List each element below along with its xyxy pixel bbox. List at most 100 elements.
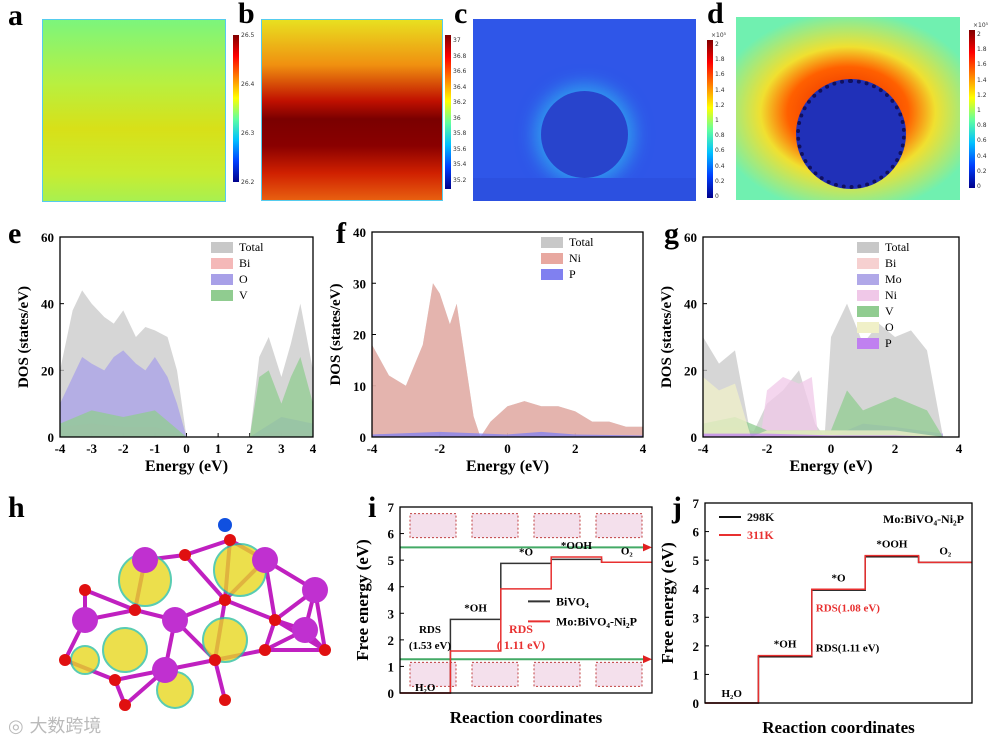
y-tick-label: 40 — [353, 225, 366, 240]
rds-annotation: RDS — [509, 622, 533, 636]
structure-snapshot — [409, 661, 457, 687]
legend-label: P — [569, 267, 576, 281]
colorbar-tick: 35.4 — [453, 161, 467, 169]
bond — [84, 588, 136, 612]
arrow-head-icon — [643, 543, 652, 552]
step-label: *OOH — [561, 540, 593, 552]
x-tick-label: -2 — [762, 441, 773, 456]
colorbar-tick: 26.3 — [241, 130, 255, 137]
adsorbate-atom — [218, 518, 232, 532]
oxygen-atom — [79, 584, 91, 596]
y-tick-label: 60 — [684, 230, 697, 245]
x-tick-label: 2 — [247, 441, 254, 456]
legend-label: V — [885, 304, 894, 318]
x-tick-label: 3 — [278, 441, 285, 456]
x-tick-label: -3 — [86, 441, 97, 456]
legend-label: BiVO₄ — [556, 594, 589, 608]
bond — [184, 538, 231, 557]
legend-swatch — [211, 290, 233, 301]
oxygen-atom — [179, 549, 191, 561]
structure-snapshot — [533, 513, 581, 539]
bond — [224, 598, 276, 622]
oxygen-atom — [109, 674, 121, 686]
x-axis-label: Reaction coordinates — [762, 718, 915, 737]
colorbar-tick: 1.2 — [715, 101, 725, 109]
colorbar-tick: 0.2 — [977, 167, 987, 175]
colorbar-tick: 1.4 — [977, 76, 987, 84]
legend-label: Bi — [885, 256, 897, 270]
watermark-text: 大数跨境 — [29, 716, 102, 737]
y-tick-label: 20 — [684, 363, 697, 378]
y-axis-label: DOS (states/eV) — [328, 283, 344, 385]
oxygen-atom — [219, 694, 231, 706]
legend-swatch — [541, 253, 563, 264]
colorbar-tick: 26.5 — [241, 32, 255, 39]
plot-frame — [399, 506, 653, 694]
structure-snapshot — [471, 513, 519, 539]
dos-area-p — [703, 433, 943, 437]
colorbar-tick: 36.6 — [453, 68, 467, 76]
panel-label-e: e — [8, 217, 22, 250]
y-tick-label: 3 — [388, 606, 395, 621]
charge-density-structure — [59, 518, 331, 711]
metal-atom — [132, 547, 158, 573]
y-tick-label: 0 — [388, 686, 395, 701]
legend-swatch — [211, 258, 233, 269]
panel-label-a: a — [8, 0, 23, 32]
panel-label-c: c — [454, 0, 468, 30]
y-tick-label: 0 — [691, 430, 698, 445]
colorbar-tick: 0.8 — [977, 122, 987, 130]
step-label: O₂ — [939, 545, 952, 557]
colorbar-exponent: ×10⁵ — [711, 32, 727, 39]
colorbar-tick: 0 — [715, 193, 719, 200]
dos-area-ni — [703, 377, 831, 437]
x-tick-label: 2 — [572, 441, 579, 456]
legend-label: Ni — [885, 288, 898, 302]
field-map-c — [473, 19, 696, 201]
y-tick-label: 2 — [693, 639, 700, 654]
dos-area-v — [60, 357, 313, 437]
energy-profile-mobivo4ni2p — [400, 556, 652, 694]
metal-atom — [302, 577, 328, 603]
x-tick-label: 0 — [828, 441, 835, 456]
x-tick-label: -2 — [118, 441, 129, 456]
colorbar-tick: 37 — [453, 37, 461, 44]
y-tick-label: 5 — [693, 553, 700, 568]
x-tick-label: 4 — [310, 441, 317, 456]
colorbar-tick: 36.8 — [453, 52, 467, 60]
y-tick-label: 0 — [693, 696, 700, 711]
bond — [183, 553, 227, 602]
metal-atom — [72, 607, 98, 633]
y-tick-label: 20 — [353, 328, 366, 343]
oxygen-atom — [259, 644, 271, 656]
y-tick-label: 0 — [360, 430, 367, 445]
oxygen-atom — [269, 614, 281, 626]
legend-label: 311K — [747, 528, 774, 542]
colorbar-tick: 0 — [977, 183, 981, 190]
plot-frame — [702, 236, 960, 438]
bond — [213, 659, 227, 701]
colorbar-tick: 1.6 — [715, 71, 725, 79]
colorbar-tick: 2 — [977, 31, 981, 38]
oxygen-atom — [219, 594, 231, 606]
colorbar-tick: 35.2 — [453, 177, 467, 184]
panel-label-d: d — [707, 0, 724, 30]
x-tick-label: -1 — [149, 441, 160, 456]
legend-label: O — [885, 320, 894, 334]
step-label: *OH — [464, 602, 487, 614]
legend-swatch — [211, 274, 233, 285]
x-tick-label: 4 — [956, 441, 963, 456]
legend-label: Ni — [569, 251, 582, 265]
colorbar-tick: 2 — [715, 41, 719, 48]
colorbar-tick: 26.4 — [241, 81, 255, 88]
rds-annotation: (1.53 eV) — [409, 640, 451, 652]
step-label: H₂O — [415, 682, 436, 694]
plot-frame — [704, 502, 973, 704]
y-axis-label: DOS (states/eV) — [16, 286, 32, 388]
rds-annotation: ( 1.11 eV) — [497, 638, 545, 652]
dos-area-ni — [372, 283, 643, 437]
legend-label: Mo:BiVO₄-Ni₂P — [556, 614, 637, 628]
y-tick-label: 6 — [388, 527, 395, 542]
colorbar-tick: 1 — [977, 107, 981, 114]
